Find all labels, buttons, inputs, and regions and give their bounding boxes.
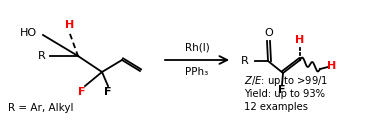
Text: R: R: [38, 51, 46, 61]
Text: F: F: [278, 85, 286, 95]
Text: H: H: [295, 35, 305, 45]
Text: O: O: [265, 28, 273, 38]
Text: PPh₃: PPh₃: [185, 67, 209, 77]
Text: Rh(I): Rh(I): [184, 42, 209, 52]
Text: 12 examples: 12 examples: [244, 102, 308, 112]
Text: F: F: [78, 87, 86, 97]
Text: F: F: [104, 87, 112, 97]
Text: $\it{Z/E}$: up to >99/1: $\it{Z/E}$: up to >99/1: [244, 74, 328, 88]
Text: HO: HO: [20, 28, 37, 38]
Text: R: R: [241, 56, 249, 66]
Text: Yield: up to 93%: Yield: up to 93%: [244, 89, 325, 99]
Text: H: H: [65, 20, 74, 30]
Text: H: H: [327, 61, 337, 71]
Text: R = Ar, Alkyl: R = Ar, Alkyl: [8, 103, 73, 113]
